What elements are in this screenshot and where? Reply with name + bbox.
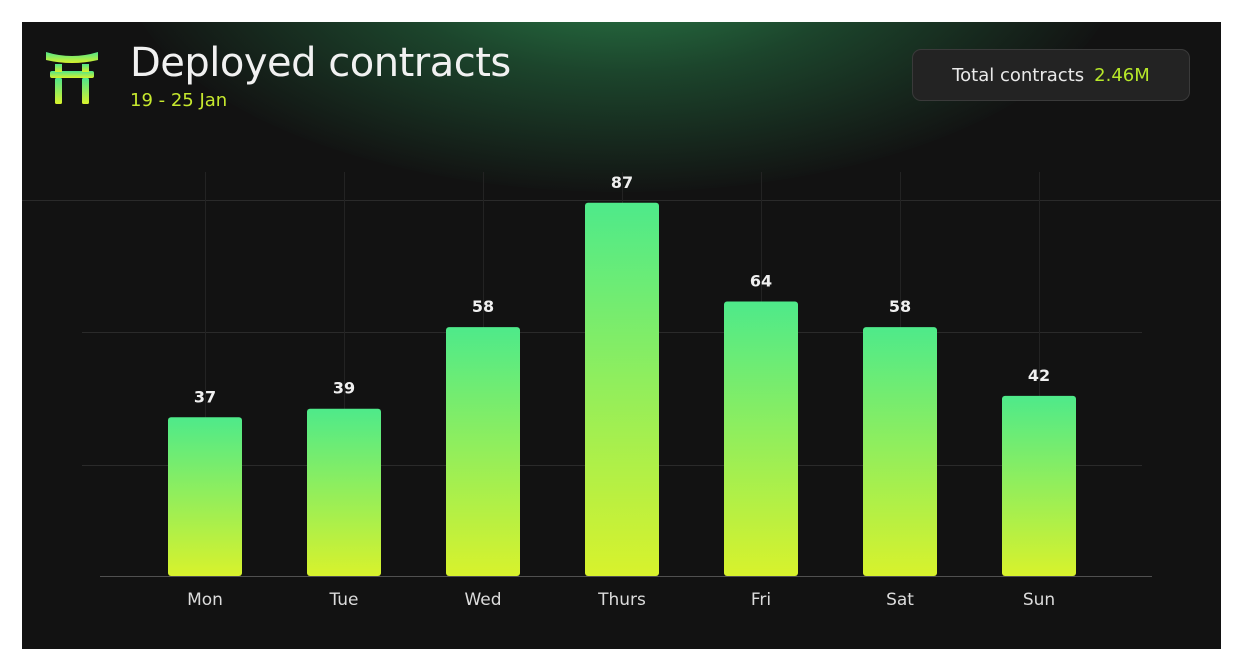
bar-tue bbox=[307, 408, 381, 576]
bar-wed bbox=[446, 327, 520, 576]
x-tick-label-mon: Mon bbox=[187, 590, 223, 610]
bar-chart: 37 Mon 39 Tue 58 Wed 87 Thurs 64 Fri 58 Sat 42 Sun bbox=[22, 172, 1221, 610]
bar-fri bbox=[724, 301, 798, 576]
data-label-wed: 58 bbox=[472, 297, 494, 316]
data-label-sat: 58 bbox=[889, 297, 911, 316]
bar-mon bbox=[168, 417, 242, 576]
bar-thurs bbox=[585, 202, 659, 576]
torii-gate-icon bbox=[46, 52, 98, 104]
page-title: Deployed contracts bbox=[130, 40, 511, 86]
data-label-mon: 37 bbox=[194, 387, 216, 406]
bar-sun bbox=[1002, 395, 1076, 576]
data-label-sun: 42 bbox=[1028, 366, 1050, 385]
x-tick-label-tue: Tue bbox=[328, 590, 358, 610]
data-label-tue: 39 bbox=[333, 379, 355, 398]
chart-card: Deployed contracts 19 - 25 Jan Total con… bbox=[22, 22, 1221, 649]
date-range: 19 - 25 Jan bbox=[130, 90, 228, 111]
total-contracts-label: Total contracts bbox=[952, 64, 1085, 86]
x-tick-label-wed: Wed bbox=[464, 590, 501, 610]
data-label-thurs: 87 bbox=[611, 173, 633, 192]
total-contracts-badge: Total contracts 2.46M bbox=[912, 49, 1190, 101]
x-tick-label-fri: Fri bbox=[751, 590, 771, 610]
data-label-fri: 64 bbox=[750, 271, 772, 290]
x-tick-label-sat: Sat bbox=[886, 590, 914, 610]
total-contracts-value: 2.46M bbox=[1094, 64, 1150, 86]
x-tick-label-thurs: Thurs bbox=[597, 590, 646, 610]
x-tick-label-sun: Sun bbox=[1023, 590, 1055, 610]
bar-sat bbox=[863, 327, 937, 576]
